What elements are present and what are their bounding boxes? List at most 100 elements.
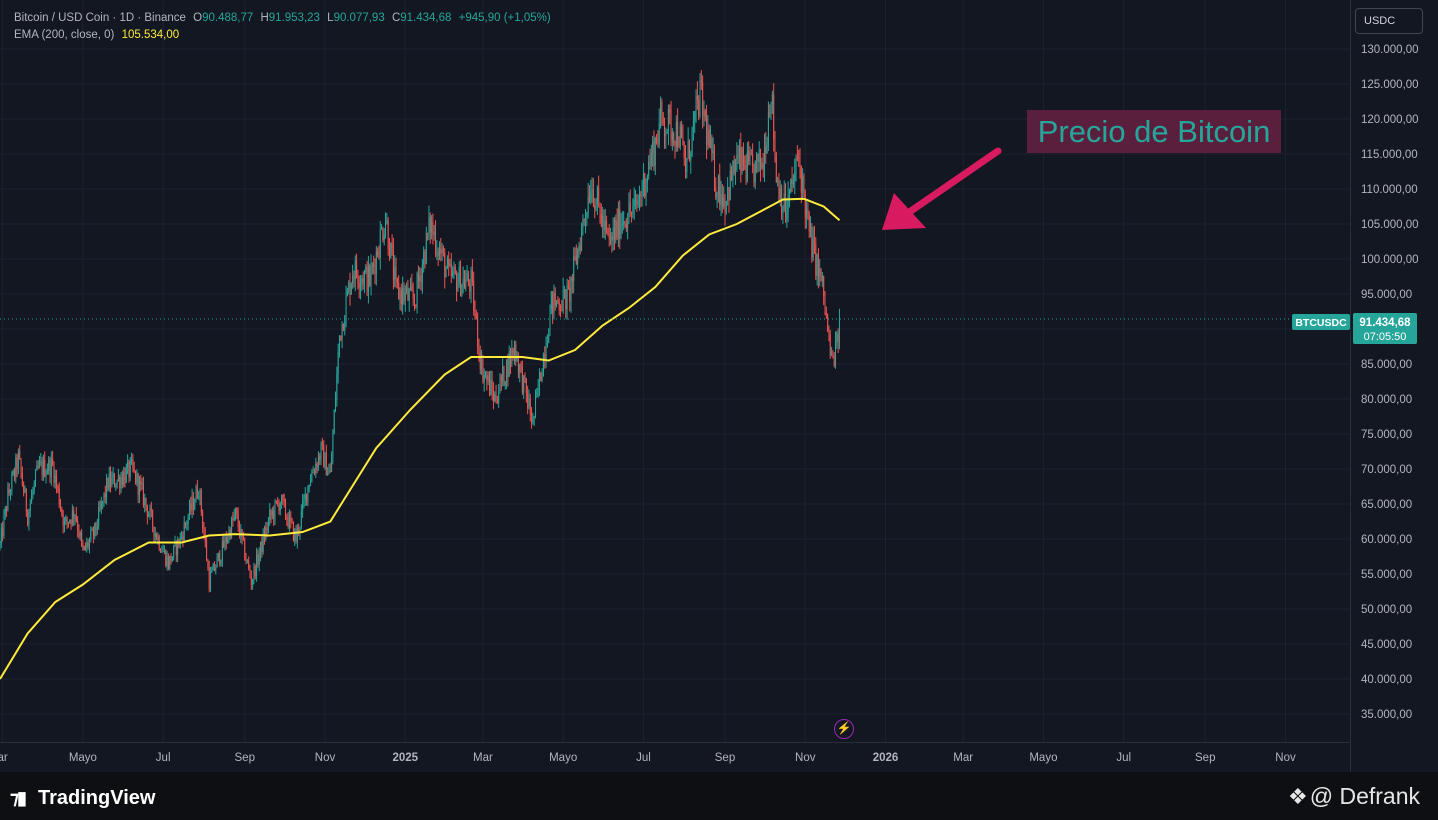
price-axis[interactable]: 35.000,00 40.000,00 45.000,00 50.000,00 55.0… <box>1350 0 1438 772</box>
candle <box>535 389 537 419</box>
candle <box>123 466 125 488</box>
candle <box>558 298 560 316</box>
legend-ema[interactable]: EMA (200, close, 0) 105.534,00 <box>14 29 179 41</box>
candle <box>527 385 529 415</box>
candle <box>128 459 130 483</box>
candle <box>24 485 26 494</box>
candle <box>138 475 140 504</box>
candle <box>111 471 113 488</box>
time-axis[interactable]: ar Mayo Jul Sep Nov 2025 Mar Mayo Jul Sep Nov 2026 M… <box>0 742 1350 772</box>
candle <box>531 406 533 429</box>
candle <box>750 149 752 156</box>
candle <box>690 150 692 174</box>
candle <box>771 90 773 115</box>
candle <box>337 343 339 384</box>
candle <box>236 507 238 519</box>
candle <box>38 455 40 469</box>
price-tick-label: 65.000,00 <box>1361 499 1412 511</box>
candle <box>238 520 240 539</box>
candle <box>348 280 350 295</box>
candle <box>269 502 271 526</box>
chart-pane[interactable]: Bitcoin / USD Coin · 1D · Binance O90.48… <box>0 0 1350 742</box>
candle <box>498 383 500 408</box>
current-price-tag: 91.434,68 07:05:50 <box>1353 313 1417 344</box>
candle <box>649 148 651 170</box>
candle <box>496 395 498 405</box>
legend-ohlc: Bitcoin / USD Coin · 1D · Binance O90.48… <box>14 12 551 24</box>
candle <box>419 267 421 290</box>
candle <box>435 220 437 258</box>
candle <box>221 536 223 567</box>
candle <box>0 540 1 551</box>
candle <box>248 556 250 571</box>
candle <box>691 126 693 158</box>
candle <box>788 188 790 208</box>
candle <box>260 541 262 562</box>
candle <box>265 521 267 542</box>
candle <box>52 450 54 467</box>
candle <box>429 212 431 244</box>
candle <box>712 137 714 161</box>
candle <box>556 300 558 308</box>
candle <box>786 199 788 229</box>
candle <box>824 291 826 316</box>
candle <box>792 174 794 188</box>
candle <box>192 491 194 516</box>
candle <box>45 468 47 484</box>
time-tick-label: Mar <box>953 752 973 764</box>
candle <box>720 180 722 217</box>
candle <box>406 282 408 295</box>
candle <box>132 453 134 473</box>
candle <box>600 203 602 228</box>
candle <box>698 95 700 121</box>
price-chart[interactable] <box>0 0 1350 742</box>
candle <box>28 508 30 531</box>
candle <box>763 133 765 182</box>
candle <box>625 217 627 233</box>
candle <box>167 553 169 571</box>
candle <box>183 515 185 544</box>
candle <box>61 506 63 517</box>
time-tick-label: Mayo <box>69 752 97 764</box>
candle <box>377 247 379 258</box>
candle <box>758 141 760 172</box>
candle <box>352 264 354 289</box>
candle <box>502 358 504 387</box>
candle <box>575 244 577 266</box>
candle <box>619 200 621 250</box>
candle <box>800 165 802 203</box>
candle <box>224 533 226 551</box>
candle <box>150 501 152 518</box>
candle <box>58 482 60 509</box>
candle <box>241 528 243 545</box>
currency-button[interactable]: USDC <box>1355 8 1423 34</box>
candle <box>728 187 730 213</box>
candle <box>249 564 251 579</box>
tradingview-logo[interactable]: ⁊▮ TradingView <box>10 787 155 810</box>
symbol-tag: BTCUSDC <box>1292 314 1350 330</box>
candle <box>261 536 263 558</box>
candle <box>541 368 543 383</box>
candle <box>450 252 452 284</box>
candle <box>695 89 697 123</box>
candle <box>212 562 214 571</box>
candle <box>232 511 234 527</box>
candle <box>699 72 701 119</box>
candle <box>711 134 713 162</box>
price-tick-label: 50.000,00 <box>1361 604 1412 616</box>
candle <box>832 350 834 359</box>
lightning-icon[interactable]: ⚡ <box>834 719 854 739</box>
price-tick-label: 70.000,00 <box>1361 464 1412 476</box>
candle <box>520 361 522 373</box>
candle <box>608 224 610 247</box>
candle <box>95 521 97 537</box>
candle <box>365 264 367 275</box>
candle <box>595 198 597 212</box>
candle <box>252 578 254 590</box>
candle <box>115 482 117 491</box>
candle <box>495 384 497 404</box>
candle <box>415 304 417 309</box>
candle <box>216 553 218 568</box>
candle <box>36 460 38 471</box>
